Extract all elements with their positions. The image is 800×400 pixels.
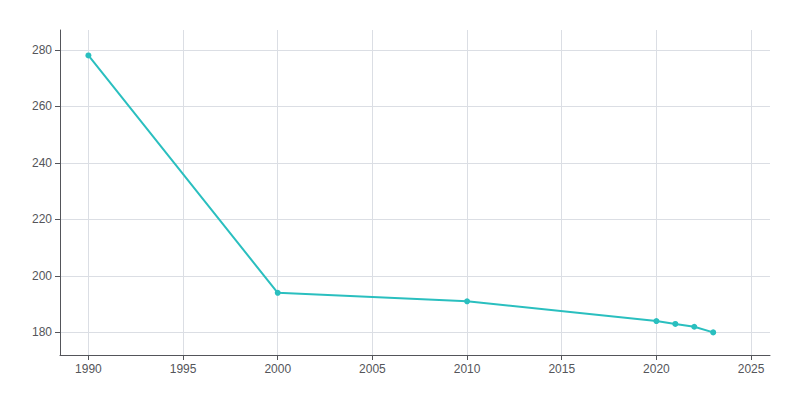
svg-text:280: 280 xyxy=(32,43,52,57)
svg-text:200: 200 xyxy=(32,269,52,283)
svg-text:1990: 1990 xyxy=(75,362,102,376)
svg-text:2015: 2015 xyxy=(548,362,575,376)
svg-text:2005: 2005 xyxy=(359,362,386,376)
svg-text:1995: 1995 xyxy=(170,362,197,376)
svg-text:180: 180 xyxy=(32,325,52,339)
svg-text:240: 240 xyxy=(32,156,52,170)
svg-text:2010: 2010 xyxy=(454,362,481,376)
svg-text:2025: 2025 xyxy=(738,362,765,376)
svg-text:220: 220 xyxy=(32,212,52,226)
svg-text:260: 260 xyxy=(32,99,52,113)
svg-text:2000: 2000 xyxy=(264,362,291,376)
svg-text:2020: 2020 xyxy=(643,362,670,376)
